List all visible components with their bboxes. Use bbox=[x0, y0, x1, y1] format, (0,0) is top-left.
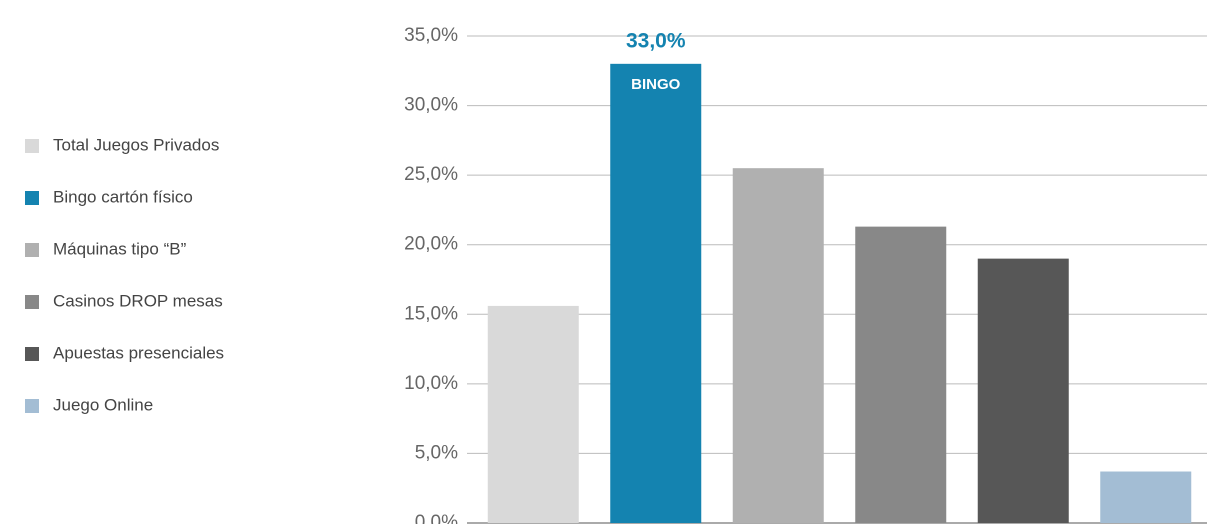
legend-swatch bbox=[25, 243, 39, 257]
legend-swatch bbox=[25, 399, 39, 413]
y-tick-label: 35,0% bbox=[404, 25, 458, 46]
legend-label: Apuestas presenciales bbox=[53, 343, 224, 362]
bar-annotation: BINGO bbox=[631, 76, 681, 93]
bar bbox=[610, 63, 702, 523]
legend-label: Casinos DROP mesas bbox=[53, 291, 223, 310]
bar bbox=[855, 226, 947, 523]
bar bbox=[487, 305, 579, 523]
legend-label: Máquinas tipo “B” bbox=[53, 239, 187, 258]
y-tick-label: 15,0% bbox=[404, 303, 458, 324]
y-tick-label: 20,0% bbox=[404, 234, 458, 255]
legend-label: Juego Online bbox=[53, 395, 153, 414]
legend-swatch bbox=[25, 347, 39, 361]
y-tick-label: 10,0% bbox=[404, 373, 458, 394]
legend-label: Bingo cartón físico bbox=[53, 187, 193, 206]
legend-swatch bbox=[25, 191, 39, 205]
y-tick-label: 25,0% bbox=[404, 164, 458, 185]
bar bbox=[977, 258, 1069, 523]
y-tick-label: 5,0% bbox=[415, 442, 458, 463]
y-tick-label: 30,0% bbox=[404, 95, 458, 116]
legend-label: Total Juegos Privados bbox=[53, 135, 219, 154]
value-label: 33,0% bbox=[626, 29, 686, 52]
y-tick-label: 0,0% bbox=[415, 512, 458, 524]
bar bbox=[1100, 471, 1192, 523]
legend-swatch bbox=[25, 295, 39, 309]
legend-swatch bbox=[25, 139, 39, 153]
bar bbox=[732, 168, 824, 523]
